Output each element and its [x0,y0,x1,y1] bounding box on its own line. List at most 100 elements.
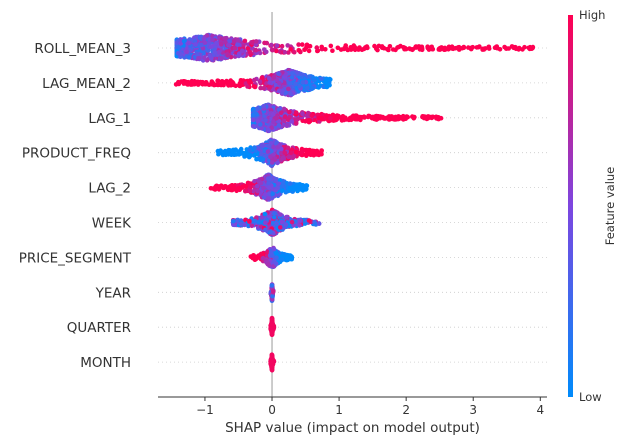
shap-point [279,257,285,263]
shap-point [263,118,268,123]
shap-point [225,53,230,58]
shap-point [516,47,521,52]
shap-point [226,147,231,153]
shap-point [293,149,299,155]
shap-point [298,185,303,191]
shap-point [330,48,335,53]
shap-point [251,112,256,118]
shap-point [231,152,237,157]
shap-point [328,43,334,49]
shap-point [260,255,266,261]
shap-point [254,215,259,220]
shap-point [279,219,285,225]
colorbar-title: Feature value [603,167,617,246]
shap-point [184,49,190,55]
shap-point [271,74,277,80]
shap-point [280,188,285,193]
shap-point [252,152,258,157]
shap-point [252,218,258,224]
shap-point [286,86,291,92]
shap-point [229,79,235,85]
shap-point [295,117,300,122]
x-tick-label: 4 [536,403,544,417]
shap-point [259,176,265,182]
shap-point [296,42,301,47]
shap-point [299,149,304,155]
shap-point [262,47,267,52]
shap-point [265,262,271,267]
shap-point [247,50,253,55]
shap-point [282,118,287,124]
shap-point [486,44,492,50]
shap-point [274,43,280,48]
shap-point [380,115,386,120]
shap-point [530,45,535,51]
shap-point [231,218,236,224]
shap-point [269,42,274,48]
shap-point [287,181,293,186]
shap-point [272,210,277,216]
shap-point [456,44,462,50]
shap-point [250,123,256,129]
feature-points-quarter [268,315,277,338]
shap-point [304,183,309,189]
shap-point [370,114,376,120]
shap-point [293,120,299,126]
colorbar [568,15,573,397]
shap-point [255,118,261,124]
shap-point [279,150,284,155]
shap-point [256,219,262,225]
shap-point [269,364,275,369]
shap-point [300,111,305,116]
shap-point [316,221,322,226]
shap-point [315,48,320,54]
shap-point [285,122,290,128]
shap-point [187,37,193,42]
shap-point [258,122,263,127]
shap-point [270,220,276,226]
shap-point [243,217,248,223]
shap-points [173,32,536,373]
x-axis-title: SHAP value (impact on model output) [225,420,480,436]
shap-point [276,71,281,76]
shap-point [282,49,288,55]
shap-point [227,184,233,189]
x-tick-label: 2 [402,403,410,417]
shap-point [289,219,295,225]
shap-point [247,218,252,224]
shap-point [348,47,354,52]
shap-point [269,125,274,130]
shap-point [302,47,307,52]
shap-point [181,38,187,44]
feature-label: YEAR [95,285,131,301]
shap-point [248,184,253,190]
x-tick-label: 3 [469,403,477,417]
feature-points-product-freq [215,137,324,169]
shap-point [316,85,322,90]
shap-point [261,185,266,191]
feature-label: PRODUCT_FREQ [22,146,131,162]
shap-point [275,160,280,166]
shap-point [247,148,253,153]
shap-point [280,88,285,93]
shap-point [286,117,291,122]
x-ticks: −1 0 1 2 3 4 [196,397,544,417]
shap-point [332,115,337,120]
shap-point [419,44,425,50]
shap-point [242,38,248,44]
feature-points-lag-2 [208,172,310,202]
shap-point [238,78,244,83]
shap-point [210,37,215,42]
shap-point [255,106,260,112]
shap-point [335,45,341,51]
shap-point [298,71,303,77]
shap-point [259,125,264,131]
shap-point [286,50,291,55]
shap-point [442,47,448,52]
shap-point [236,82,242,88]
shap-point [477,44,482,49]
shap-point [276,122,282,128]
shap-point [293,81,298,87]
shap-point [309,113,315,119]
